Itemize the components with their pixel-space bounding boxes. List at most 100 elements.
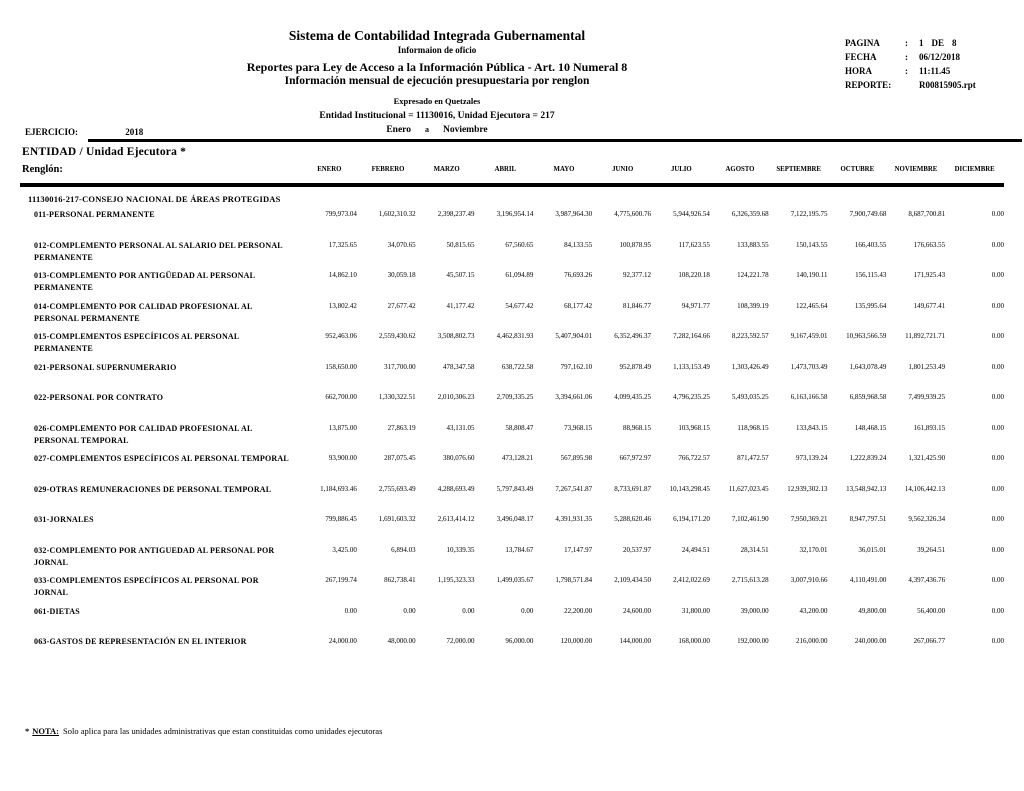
row-label: 015-COMPLEMENTOS ESPECÍFICOS AL PERSONAL… [34, 332, 239, 354]
table-row: 014-COMPLEMENTO POR CALIDAD PROFESIONAL … [20, 301, 1004, 332]
cell-value: 0.00 [344, 606, 357, 615]
cell-value: 3,196,954.14 [496, 210, 534, 218]
meta-hora: HORA : 11:11.45 [845, 66, 976, 76]
entity-line: Entidad Institucional = 11130016, Unidad… [319, 111, 555, 121]
cell-value: 2,715,613.28 [731, 576, 769, 584]
cell-value: 3,007,910.66 [790, 576, 828, 584]
cell-value: 45,507.15 [446, 271, 475, 279]
cell-value: 0.00 [991, 301, 1004, 310]
cell-value: 133,883.55 [737, 240, 769, 249]
cell-value: 9,167,459.01 [790, 332, 828, 340]
cell-value: 73,968.15 [564, 423, 593, 432]
cell-value: 4,462,831.93 [496, 332, 534, 340]
cell-value: 1,222,839.24 [849, 454, 887, 462]
cell-value: 267,199.74 [325, 576, 357, 584]
cell-value: 34,070.65 [387, 240, 416, 249]
cell-value: 2,398,237.49 [437, 210, 475, 218]
cell-value: 1,643,078.49 [849, 362, 887, 371]
cell-value: 43,200.00 [799, 606, 828, 615]
cell-value: 43,131.05 [446, 423, 475, 432]
cell-value: 81,846.77 [622, 301, 651, 310]
cell-value: 799,886.45 [325, 515, 357, 523]
cell-value: 478,347.58 [442, 362, 475, 371]
cell-value: 1,499,035.67 [496, 576, 534, 584]
cell-value: 2,709,335.25 [496, 393, 534, 401]
cell-value: 176,663.55 [913, 240, 946, 249]
cell-value: 6,163,166.58 [790, 393, 828, 401]
cell-value: 7,282,164.66 [673, 332, 710, 340]
cell-value: 8,687,700.81 [908, 210, 946, 218]
cell-value: 2,010,306.23 [437, 393, 475, 401]
cell-value: 2,109,434.50 [614, 576, 651, 584]
month-header: JUNIO [612, 166, 634, 173]
cell-value: 6,326,359.68 [731, 210, 769, 218]
cell-value: 56,400.00 [917, 606, 946, 615]
table-row: 011-PERSONAL PERMANENTE 799,973.04 1,602,3… [20, 209, 1004, 240]
cell-value: 0.00 [991, 606, 1004, 615]
cell-value: 122,465.64 [795, 301, 828, 310]
cell-value: 1,602,310.32 [378, 210, 416, 218]
cell-value: 49,800.00 [858, 606, 887, 615]
cell-value: 68,177.42 [564, 301, 593, 310]
row-label: 063-GASTOS DE REPRESENTACIÓN EN EL INTER… [34, 637, 247, 646]
cell-value: 1,801,253.49 [908, 362, 946, 371]
row-label: 031-JORNALES [34, 515, 94, 524]
cell-value: 7,122,195.75 [790, 210, 828, 218]
cell-value: 61,094.89 [505, 271, 534, 279]
de-label: DE [931, 38, 945, 48]
cell-value: 5,493,035.25 [731, 393, 769, 401]
cell-value: 58,808.47 [505, 423, 534, 432]
period-separator: a [424, 125, 429, 134]
reporte-value: R00815905.rpt [919, 80, 976, 90]
cell-value: 48,000.00 [387, 637, 416, 645]
cell-value: 10,963,566.59 [846, 332, 887, 340]
entity-group-title: 11130016-217-CONSEJO NACIONAL DE ÁREAS P… [28, 194, 281, 204]
cell-value: 6,352,496.37 [614, 332, 651, 340]
cell-value: 797,162.10 [560, 362, 593, 371]
cell-value: 0.00 [991, 637, 1004, 645]
cell-value: 50,815.65 [446, 240, 475, 249]
cell-value: 108,399.19 [737, 301, 769, 310]
cell-value: 20,537.97 [622, 545, 651, 554]
cell-value: 17,147.97 [564, 545, 593, 554]
cell-value: 150,143.55 [795, 240, 828, 249]
reporte-label: REPORTE: [845, 80, 892, 90]
period-from: Enero [386, 125, 411, 135]
cell-value: 108,220.18 [678, 271, 710, 279]
row-label: 026-COMPLEMENTO POR CALIDAD PROFESIONAL … [34, 423, 253, 445]
month-header: NOVIEMBRE [894, 166, 938, 173]
report-subtitle-ley: Reportes para Ley de Acceso a la Informa… [246, 60, 628, 74]
cell-value: 267,066.77 [913, 637, 946, 645]
cell-value: 0.00 [521, 606, 534, 615]
cell-value: 2,613,414.12 [437, 515, 475, 523]
cell-value: 22,200.00 [564, 606, 593, 615]
cell-value: 144,000.00 [619, 637, 651, 645]
table-row: 015-COMPLEMENTOS ESPECÍFICOS AL PERSONAL… [20, 331, 1004, 362]
report-header: Sistema de Contabilidad Integrada Gubern… [0, 28, 874, 135]
entidad-unidad-label: ENTIDAD / Unidad Ejecutora * [22, 146, 187, 158]
cell-value: 4,775,600.76 [614, 210, 651, 218]
reporte-colon-spacer [905, 80, 919, 90]
fecha-colon: : [905, 52, 908, 62]
cell-value: 8,223,592.57 [731, 332, 769, 340]
currency-note: Expresado en Quetzales [393, 96, 481, 106]
cell-value: 1,473,703.49 [790, 362, 828, 371]
hora-label: HORA [845, 66, 872, 76]
cell-value: 7,499,939.25 [908, 393, 946, 401]
cell-value: 72,000.00 [446, 637, 475, 645]
page-meta-block: PAGINA : 1 DE 8 FECHA : 06/12/2018 HORA : … [845, 38, 976, 94]
cell-value: 4,397,436.76 [908, 576, 946, 584]
cell-value: 0.00 [462, 606, 475, 615]
month-header: SEPTIEMBRE [776, 166, 821, 173]
horizontal-rule-table [20, 183, 1004, 187]
cell-value: 2,412,022.69 [673, 576, 710, 584]
row-label: 029-OTRAS REMUNERACIONES DE PERSONAL TEM… [34, 484, 272, 494]
horizontal-rule-top [88, 139, 1022, 142]
cell-value: 133,843.15 [795, 423, 828, 432]
cell-value: 7,900,749.68 [849, 210, 887, 218]
cell-value: 0.00 [991, 545, 1004, 554]
row-label: 022-PERSONAL POR CONTRATO [34, 393, 164, 402]
table-row: 032-COMPLEMENTO POR ANTIGUEDAD AL PERSON… [20, 545, 1004, 576]
cell-value: 39,264.51 [917, 545, 946, 554]
cell-value: 973,139.24 [795, 454, 828, 462]
